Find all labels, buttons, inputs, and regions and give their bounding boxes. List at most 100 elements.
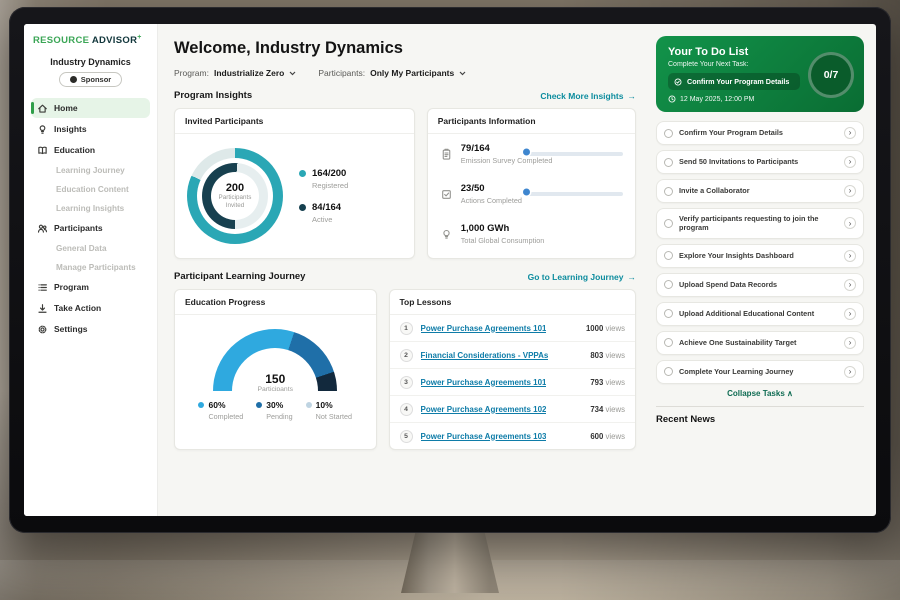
legend-dot xyxy=(256,402,263,408)
chevron-right-icon[interactable]: › xyxy=(844,307,856,320)
sidebar-item-home[interactable]: Home xyxy=(31,98,150,119)
sidebar-item-label: Participants xyxy=(54,223,103,234)
todo-progress-ring: 0/7 xyxy=(808,51,854,98)
donut-legend: 164/200 Registered 84/164 Active xyxy=(299,168,348,224)
sidebar-item-label: Learning Insights xyxy=(56,203,125,213)
check-more-insights-link[interactable]: Check More Insights → xyxy=(540,91,636,101)
lesson-link[interactable]: Power Purchase Agreements 102 xyxy=(420,404,547,414)
lesson-link[interactable]: Power Purchase Agreements 101 xyxy=(420,323,547,333)
gauge-center-label: Participants xyxy=(257,386,293,391)
task-checkbox[interactable] xyxy=(664,280,673,290)
program-filter-label: Program: xyxy=(174,68,209,78)
go-to-learning-journey-link[interactable]: Go to Learning Journey → xyxy=(528,272,636,282)
list-icon xyxy=(37,282,48,293)
sidebar-item-label: Education Content xyxy=(56,184,129,194)
chevron-right-icon[interactable]: › xyxy=(844,156,856,168)
next-task-due: 12 May 2025, 12:00 PM xyxy=(668,95,800,103)
info-value: 1,000 GWh xyxy=(460,223,510,234)
task-item[interactable]: Achieve One Sustainability Target › xyxy=(656,330,864,355)
chevron-right-icon[interactable]: › xyxy=(844,336,856,349)
sidebar-item-learning-insights[interactable]: Learning Insights xyxy=(31,199,150,217)
lesson-views: 734 views xyxy=(590,404,625,414)
task-item[interactable]: Upload Additional Educational Content › xyxy=(656,301,864,326)
task-item[interactable]: Invite a Collaborator › xyxy=(656,179,864,203)
task-checkbox[interactable] xyxy=(664,309,673,319)
sidebar-item-take-action[interactable]: Take Action xyxy=(31,298,150,318)
legend-pct: 10% xyxy=(315,400,333,410)
task-label: Send 50 Invitations to Participants xyxy=(679,157,799,167)
card-title: Top Lessons xyxy=(389,290,635,315)
progress-dot xyxy=(523,188,530,196)
section-title: Participant Learning Journey xyxy=(174,271,306,282)
download-arrow-icon xyxy=(37,303,48,314)
lesson-link[interactable]: Power Purchase Agreements 103 xyxy=(420,431,547,441)
sidebar-item-general-data[interactable]: General Data xyxy=(31,239,150,257)
lesson-rank: 4 xyxy=(399,402,413,416)
task-checkbox[interactable] xyxy=(664,218,673,228)
program-filter-value: Industrialize Zero xyxy=(213,68,285,78)
info-label: Emission Survey Completed xyxy=(460,156,553,165)
learning-cards-row: Education Progress 150 Participants xyxy=(174,289,636,450)
sponsor-icon xyxy=(69,76,77,84)
sponsor-badge-wrap: Sponsor xyxy=(31,72,150,88)
lesson-link[interactable]: Power Purchase Agreements 101 xyxy=(420,377,547,387)
collapse-tasks-link[interactable]: Collapse Tasks ∧ xyxy=(656,389,864,398)
arrow-right-icon: → xyxy=(627,271,637,282)
lesson-link[interactable]: Financial Considerations - VPPAs xyxy=(420,350,549,360)
chevron-right-icon[interactable]: › xyxy=(844,365,856,378)
top-lessons-card: Top Lessons 1 Power Purchase Agreements … xyxy=(388,289,636,450)
chevron-right-icon[interactable]: › xyxy=(844,249,856,262)
task-item[interactable]: Explore Your Insights Dashboard › xyxy=(656,243,864,268)
task-label: Upload Additional Educational Content xyxy=(679,309,815,319)
sidebar-item-label: General Data xyxy=(56,243,107,253)
sidebar-item-education[interactable]: Education xyxy=(31,140,150,160)
chevron-right-icon[interactable]: › xyxy=(844,185,856,197)
chevron-right-icon[interactable]: › xyxy=(844,278,856,291)
participants-filter[interactable]: Participants: Only My Participants xyxy=(318,68,466,78)
todo-panel: Your To Do List Complete Your Next Task:… xyxy=(650,24,876,516)
legend-dot xyxy=(198,402,205,408)
task-checkbox[interactable] xyxy=(664,251,673,261)
task-checkbox[interactable] xyxy=(664,157,673,167)
learning-journey-header: Participant Learning Journey Go to Learn… xyxy=(174,271,636,282)
task-item[interactable]: Complete Your Learning Journey › xyxy=(656,359,864,384)
task-checkbox[interactable] xyxy=(664,338,673,348)
task-item[interactable]: Send 50 Invitations to Participants › xyxy=(656,150,864,174)
sidebar-item-program[interactable]: Program xyxy=(31,277,150,297)
sidebar-item-education-content[interactable]: Education Content xyxy=(31,180,150,198)
invited-donut-chart: 200 Participants Invited xyxy=(187,148,283,244)
task-item[interactable]: Upload Spend Data Records › xyxy=(656,272,864,297)
sidebar-item-participants[interactable]: Participants xyxy=(31,218,150,238)
education-progress-card: Education Progress 150 Participants xyxy=(174,289,377,450)
task-item[interactable]: Confirm Your Program Details › xyxy=(656,121,864,145)
clipboard-icon xyxy=(440,148,453,161)
lesson-rank: 2 xyxy=(399,348,413,362)
sidebar-item-insights[interactable]: Insights xyxy=(31,119,150,139)
sponsor-badge[interactable]: Sponsor xyxy=(58,72,123,88)
info-row-actions: 23/50 Actions Completed xyxy=(428,174,635,214)
survey-progress-bar xyxy=(523,148,623,156)
lesson-row: 5 Power Purchase Agreements 103 600 view… xyxy=(390,423,636,449)
sidebar-item-settings[interactable]: Settings xyxy=(31,319,150,339)
task-checkbox[interactable] xyxy=(664,186,673,196)
sidebar-item-label: Home xyxy=(54,103,78,114)
legend-label: Not Started xyxy=(315,412,352,421)
task-item[interactable]: Verify participants requesting to join t… xyxy=(656,208,864,239)
sidebar-item-manage-participants[interactable]: Manage Participants xyxy=(31,258,150,276)
chevron-right-icon[interactable]: › xyxy=(844,217,856,230)
legend-dot xyxy=(299,170,306,177)
checklist-icon xyxy=(440,188,453,201)
task-checkbox[interactable] xyxy=(664,128,673,138)
next-task-banner[interactable]: Confirm Your Program Details xyxy=(668,73,800,90)
brand-primary: RESOURCE xyxy=(33,35,90,47)
info-value: 23/50 xyxy=(460,183,485,194)
sidebar-item-learning-journey[interactable]: Learning Journey xyxy=(31,161,150,179)
lesson-views: 600 views xyxy=(590,431,625,441)
legend-label: Pending xyxy=(266,412,293,421)
link-label: Check More Insights xyxy=(540,90,624,101)
chevron-right-icon[interactable]: › xyxy=(844,127,856,139)
program-filter[interactable]: Program: Industrialize Zero xyxy=(174,68,296,78)
insights-cards-row: Invited Participants 200 Participants In… xyxy=(174,108,636,259)
clock-icon xyxy=(668,95,676,103)
task-checkbox[interactable] xyxy=(664,367,673,377)
